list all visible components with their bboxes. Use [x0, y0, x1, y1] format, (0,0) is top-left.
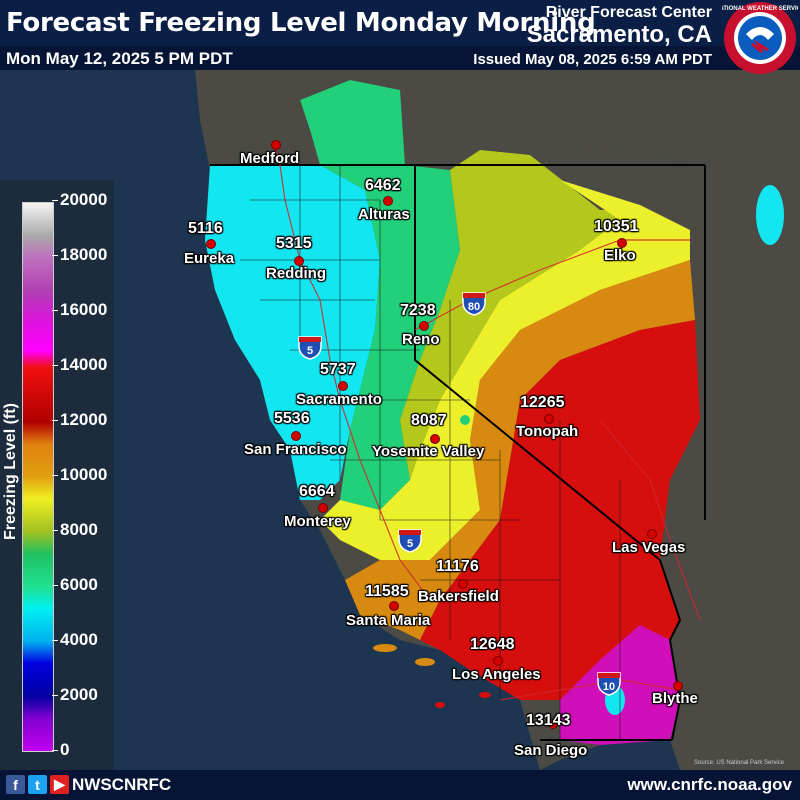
city-marker — [430, 434, 440, 444]
legend-tick: 2000 — [52, 685, 98, 704]
freezing-level-value: 11585 — [365, 583, 409, 600]
legend-tick: 0 — [51, 740, 70, 759]
freezing-level-value: 12265 — [520, 394, 565, 411]
freezing-level-value: 8087 — [411, 412, 447, 429]
forecast-area-orange — [345, 260, 695, 640]
forecast-area-cyan — [205, 165, 380, 500]
city-marker — [673, 681, 683, 691]
city-name: Tonopah — [516, 423, 579, 440]
freezing-level-value: 11176 — [436, 558, 479, 575]
city-marker — [419, 321, 429, 331]
office-name: Sacramento, CA — [526, 21, 712, 48]
city-name: Reno — [402, 331, 440, 348]
freezing-level-value: 5116 — [188, 220, 223, 237]
interstate-shield-icon: 10 — [597, 672, 621, 696]
city-name: Redding — [266, 265, 326, 282]
page-title: Forecast Freezing Level Monday Morning — [6, 8, 596, 38]
map-source: Source: US National Park Service — [694, 760, 785, 766]
city-name: San Francisco — [244, 441, 347, 458]
svg-text:10: 10 — [603, 681, 615, 693]
freezing-level-value: 5737 — [320, 361, 356, 378]
freezing-level-value: 12648 — [470, 636, 515, 653]
freezing-level-value: 10351 — [594, 218, 639, 235]
svg-text:80: 80 — [468, 301, 480, 313]
youtube-icon[interactable]: ▶ — [50, 775, 69, 794]
legend-tick: 16000 — [51, 300, 108, 319]
twitter-icon[interactable]: t — [28, 775, 47, 794]
social-handle[interactable]: NWSCNRFC — [72, 775, 172, 794]
city-marker — [338, 381, 348, 391]
freezing-level-value: 5315 — [276, 235, 312, 252]
city-marker — [544, 414, 554, 424]
interstate-shield-icon: 5 — [398, 529, 422, 553]
legend-tick: 10000 — [51, 465, 108, 484]
city-marker — [548, 719, 558, 729]
city-name: Monterey — [284, 513, 351, 530]
facebook-icon[interactable]: f — [6, 775, 25, 794]
interstate-shield-icon: 80 — [462, 292, 486, 316]
freezing-level-value: 5536 — [274, 410, 310, 427]
legend-tick: 4000 — [52, 630, 98, 649]
legend-color-ramp — [22, 202, 54, 752]
interstate-shield-icon: 5 — [298, 336, 322, 360]
city-marker — [389, 601, 399, 611]
city-marker — [318, 503, 328, 513]
nws-logo: NATIONAL WEATHER SERVICE — [722, 2, 798, 74]
issued-time: Issued May 08, 2025 6:59 AM PDT — [473, 51, 712, 68]
city-marker — [383, 196, 393, 206]
freezing-level-value: 13143 — [526, 712, 571, 729]
city-name: Las Vegas — [612, 539, 686, 556]
legend-tick: 12000 — [51, 410, 108, 429]
footer-bar — [0, 770, 800, 800]
forecast-area-olive — [400, 150, 650, 480]
legend-title: Freezing Level (ft) — [2, 403, 19, 540]
legend-tick: 20000 — [51, 190, 108, 209]
city-name: Alturas — [358, 206, 410, 223]
city-name: San Diego — [514, 742, 588, 759]
city-marker — [294, 256, 304, 266]
freezing-level-value: 6462 — [365, 177, 401, 194]
city-name: Santa Maria — [346, 612, 431, 629]
city-marker — [458, 579, 468, 589]
city-name: Eureka — [184, 250, 235, 267]
city-name: Elko — [604, 247, 636, 264]
city-name: Yosemite Valley — [372, 443, 485, 460]
city-name: Bakersfield — [418, 588, 499, 605]
svg-text:5: 5 — [407, 538, 413, 550]
svg-text:NATIONAL WEATHER SERVICE: NATIONAL WEATHER SERVICE — [722, 6, 798, 12]
legend-tick: 8000 — [52, 520, 98, 539]
agency-line: River Forecast Center — [545, 4, 712, 21]
freezing-level-value: 7238 — [400, 302, 436, 319]
legend-tick: 18000 — [51, 245, 108, 264]
city-name: Los Angeles — [452, 666, 541, 683]
city-marker — [647, 529, 657, 539]
city-marker — [271, 140, 281, 150]
city-name: Sacramento — [296, 391, 382, 408]
city-marker — [291, 431, 301, 441]
legend-tick: 14000 — [51, 355, 108, 374]
valid-time: Mon May 12, 2025 5 PM PDT — [6, 49, 233, 68]
city-name: Medford — [240, 150, 300, 167]
city-marker — [617, 238, 627, 248]
header-subbar — [0, 46, 800, 70]
website-link[interactable]: www.cnrfc.noaa.gov — [627, 775, 792, 794]
city-name: Blythe — [652, 690, 698, 707]
city-marker — [206, 239, 216, 249]
forecast-area-yellow — [320, 180, 690, 560]
svg-text:5: 5 — [307, 345, 313, 357]
legend-tick: 6000 — [52, 575, 98, 594]
freezing-level-value: 6664 — [299, 483, 335, 500]
city-marker — [493, 656, 503, 666]
social-links: f t ▶ — [6, 775, 69, 794]
